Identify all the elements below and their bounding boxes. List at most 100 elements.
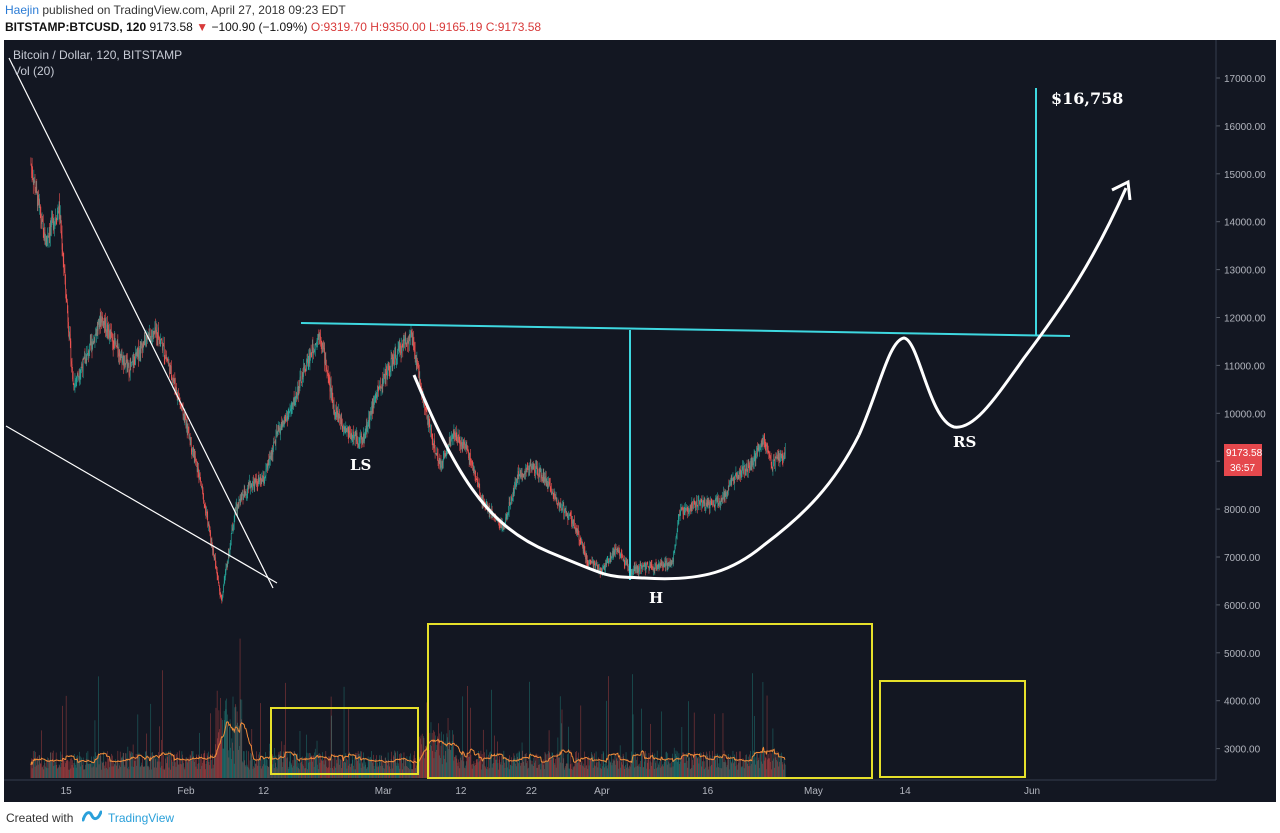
candle-body-354 [238,499,240,508]
candle-body-649 [411,334,413,346]
volume-bar-614 [391,751,392,778]
candle-body-971 [601,569,602,573]
volume-bar-939 [582,765,583,778]
candle-body-1008 [622,556,624,561]
volume-bar-745 [468,756,469,778]
volume-bar-1062 [654,753,656,778]
author-link[interactable]: Haejin [5,3,40,17]
volume-bar-230 [165,751,167,778]
volume-bar-233 [167,753,169,778]
volume-bar-387 [257,760,259,778]
volume-bar-878 [546,760,548,778]
candle-body-1068 [658,564,659,568]
volume-bar-1125 [691,767,693,778]
chart-area[interactable]: LS H RS $16,758 3000.00 4000.00 5000.00 600… [4,40,1276,802]
volume-bar-1065 [656,768,657,778]
candle-body-500 [324,348,325,364]
candle-body-867 [539,470,541,472]
volume-bar-962 [595,751,597,778]
volume-bar-1002 [619,760,620,778]
volume-bar-557 [357,751,359,778]
candle-body-125 [104,321,105,325]
volume-bar-930 [576,757,578,778]
volume-bar-465 [303,758,305,778]
volume-bar-321 [219,729,220,778]
candle-body-497 [322,343,324,346]
candle-body-531 [342,425,344,429]
volume-bar-1084 [667,753,669,778]
volume-bar-476 [310,753,311,778]
candle-body-429 [282,420,284,427]
volume-bar-1047 [645,753,647,778]
candle-body-705 [444,453,446,458]
volume-bar-1124 [690,754,692,778]
volume-bar-365 [245,765,246,778]
volume-bar-573 [367,767,368,778]
candle-body-501 [324,358,326,364]
volume-bar-1049 [646,759,648,778]
volume-bar-533 [343,686,345,778]
candle-body-342 [231,528,233,534]
volume-bar-830 [518,763,519,778]
volume-bar-388 [258,754,260,778]
volume-bar-1097 [675,753,676,778]
candle-body-1277 [780,453,782,456]
candle-body-1155 [709,502,710,509]
candle-body-1157 [710,500,711,506]
candle-body-279 [194,455,196,457]
candle-body-657 [416,359,418,365]
volume-bar-1138 [699,758,700,778]
volume-bar-79 [77,755,78,778]
volume-bar-98 [88,764,89,778]
tradingview-logo-icon[interactable] [82,808,102,824]
candle-body-929 [576,528,577,535]
volume-bar-654 [414,758,416,778]
candle-body-767 [481,496,482,499]
candle-body-1122 [689,505,691,511]
candle-body-792 [495,519,497,520]
volume-bar-875 [544,752,546,778]
volume-bar-791 [495,759,496,778]
candle-body-721 [454,431,455,436]
volume-bar-1091 [671,767,673,778]
candle-body-862 [537,466,538,475]
candle-body-174 [132,360,134,367]
candle-body-383 [255,478,257,483]
volume-bar-752 [472,763,473,778]
candle-body-152 [119,356,121,359]
candle-body-339 [229,547,231,551]
volume-bar-714 [450,749,451,778]
candle-body-811 [507,516,508,517]
candle-body-840 [524,473,525,475]
volume-bar-1219 [746,762,748,778]
volume-bar-1127 [692,757,694,778]
volume-bar-245 [174,754,176,778]
volume-bar-420 [277,759,278,778]
volume-bar-461 [301,757,303,778]
candle-body-312 [213,555,215,560]
volume-bar-1258 [769,750,771,778]
candle-body-472 [307,362,309,364]
tradingview-link[interactable]: TradingView [108,811,175,825]
volume-bar-336 [228,750,229,778]
volume-bar-268 [188,759,189,778]
candle-body-1204 [737,476,739,479]
candle-body-302 [208,522,209,526]
volume-bar-54 [62,705,63,778]
candle-body-570 [365,428,367,434]
candle-body-236 [169,363,170,374]
volume-bar-901 [559,696,561,778]
candle-body-344 [232,526,234,531]
candle-body-1087 [669,562,670,566]
volume-bar-630 [400,758,402,778]
candle-body-294 [203,493,204,504]
volume-bar-556 [357,761,358,778]
price-chart[interactable]: LS H RS $16,758 3000.004000.005000.00600… [4,40,1276,802]
volume-bar-548 [352,759,354,778]
candle-body-905 [562,504,563,511]
candle-body-1127 [692,507,694,509]
volume-bar-406 [269,743,270,778]
candle-body-206 [151,336,153,338]
candle-body-381 [254,480,256,489]
volume-bar-87 [81,759,83,778]
